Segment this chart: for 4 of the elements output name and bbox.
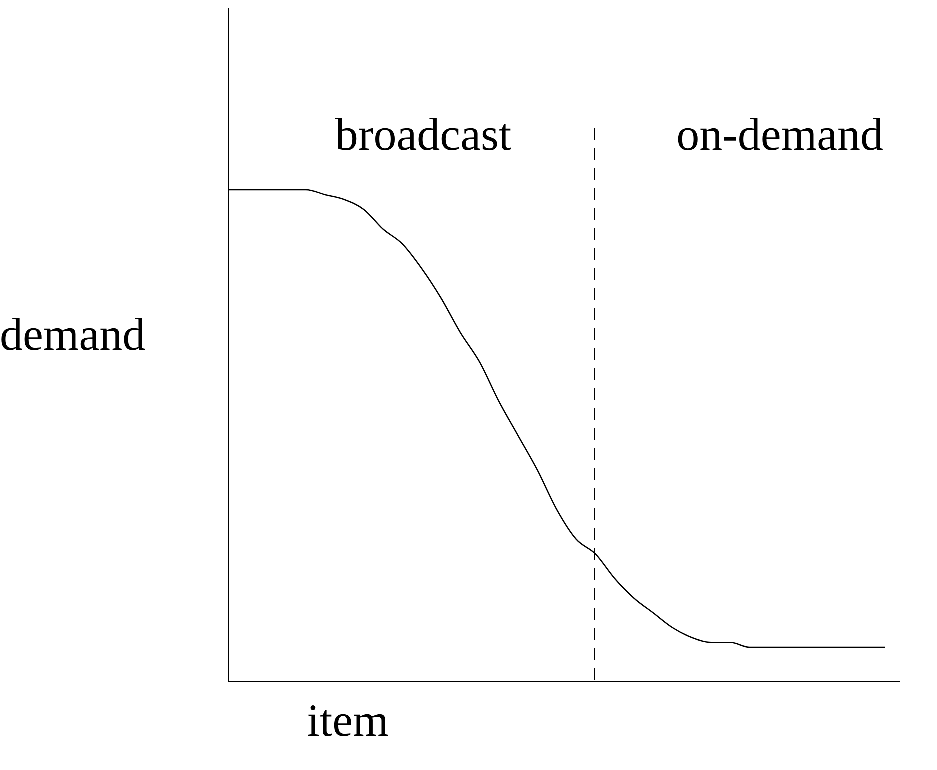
y-axis-title: demand [0,308,146,361]
text: on-demand [676,108,885,161]
x-axis-title: item [306,694,390,747]
text: broadcast [334,108,513,161]
